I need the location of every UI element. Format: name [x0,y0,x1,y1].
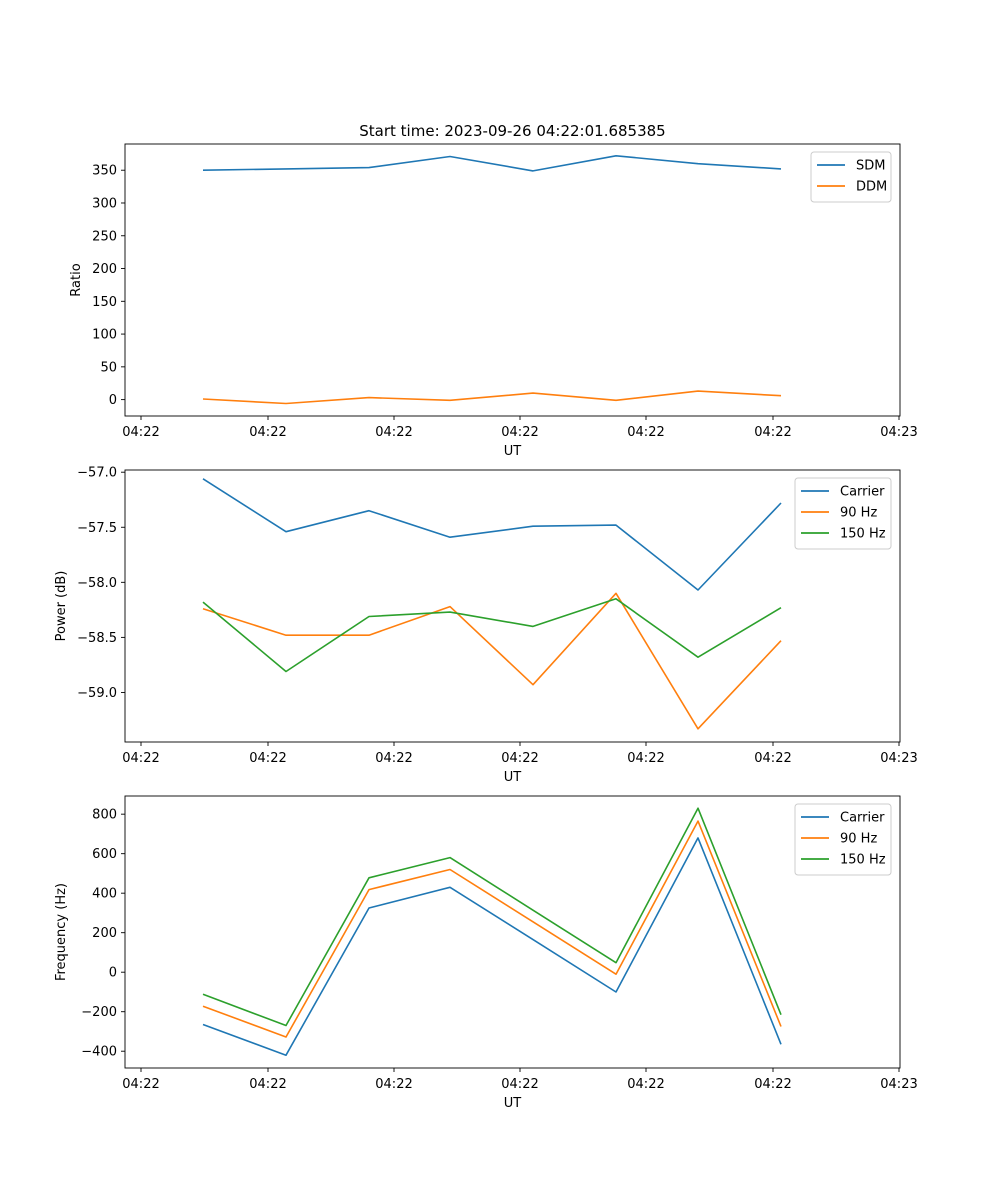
x-tick-label: 04:22 [375,425,412,440]
legend-label: DDM [856,180,887,195]
y-tick-label: 400 [92,887,117,902]
x-axis-label: UT [504,770,522,785]
legend-label: Carrier [840,811,885,826]
axes-frame [124,795,901,1069]
x-tick-label: 04:22 [375,751,412,766]
x-tick-label: 04:22 [249,751,286,766]
axes-frame [124,143,901,417]
axes-frame [124,469,901,743]
y-axis-label: Frequency (Hz) [54,883,69,981]
y-tick-label: 600 [92,847,117,862]
y-tick-label: 200 [92,926,117,941]
y-tick-label: 0 [109,966,117,981]
y-tick-label: 250 [92,229,117,244]
y-tick-label: 300 [92,196,117,211]
x-axis-label: UT [504,1096,522,1111]
series-line-90-hz [202,820,782,1038]
y-tick-label: 0 [109,393,117,408]
x-axis-label: UT [504,444,522,459]
x-tick-label: 04:22 [754,425,791,440]
x-tick-label: 04:23 [880,1077,917,1092]
x-tick-label: 04:22 [122,1077,159,1092]
chart-panel-2: 04:22 04:22 04:22 04:22 04:22 04:22 04:23 −59.0… [54,466,918,785]
legend: Carrier 90 Hz 150 Hz [794,803,892,876]
x-tick-label: 04:22 [501,1077,538,1092]
legend-label: 90 Hz [840,506,877,521]
x-tick-label: 04:22 [627,751,664,766]
legend-box [794,803,892,876]
legend-label: SDM [856,159,885,174]
legend-label: Carrier [840,485,885,500]
y-tick-label: 50 [100,360,117,375]
y-axis-label: Power (dB) [54,571,69,642]
x-tick-label: 04:22 [122,751,159,766]
legend-label: 150 Hz [840,853,886,868]
legend: SDM DDM [810,151,892,203]
x-tick-label: 04:22 [627,1077,664,1092]
x-tick-label: 04:22 [754,751,791,766]
series-line-ddm [202,390,782,405]
y-axis-label: Ratio [69,263,84,296]
x-tick-label: 04:22 [501,425,538,440]
legend-label: 90 Hz [840,832,877,847]
series-line-sdm [202,155,782,172]
y-tick-label: −58.5 [77,631,117,646]
x-tick-label: 04:23 [880,751,917,766]
series-line-150-hz [202,597,782,673]
y-tick-label: −400 [81,1045,117,1060]
y-tick-label: 800 [92,808,117,823]
x-tick-label: 04:22 [375,1077,412,1092]
series-line-90-hz [202,592,782,730]
x-tick-label: 04:22 [754,1077,791,1092]
y-tick-label: −58.0 [77,576,117,591]
y-tick-label: −57.5 [77,521,117,536]
y-tick-label: 350 [92,164,117,179]
y-tick-label: −200 [81,1005,117,1020]
y-tick-label: 100 [92,328,117,343]
chart-title: Start time: 2023-09-26 04:22:01.685385 [359,122,665,140]
legend-box [794,477,892,550]
legend-label: 150 Hz [840,527,886,542]
x-tick-label: 04:22 [249,1077,286,1092]
chart-panel-1: Start time: 2023-09-26 04:22:01.685385 04… [69,122,918,459]
legend: Carrier 90 Hz 150 Hz [794,477,892,550]
x-tick-label: 04:22 [122,425,159,440]
series-line-carrier [202,478,782,591]
chart-panel-3: 04:22 04:22 04:22 04:22 04:22 04:22 04:23 −400 −… [54,795,918,1111]
x-tick-label: 04:23 [880,425,917,440]
series-line-carrier [202,837,782,1056]
x-tick-label: 04:22 [501,751,538,766]
y-tick-label: 150 [92,295,117,310]
x-tick-label: 04:22 [249,425,286,440]
series-line-150-hz [202,807,782,1027]
y-tick-label: 200 [92,262,117,277]
y-tick-label: −59.0 [77,686,117,701]
x-tick-label: 04:22 [627,425,664,440]
y-tick-label: −57.0 [77,466,117,481]
